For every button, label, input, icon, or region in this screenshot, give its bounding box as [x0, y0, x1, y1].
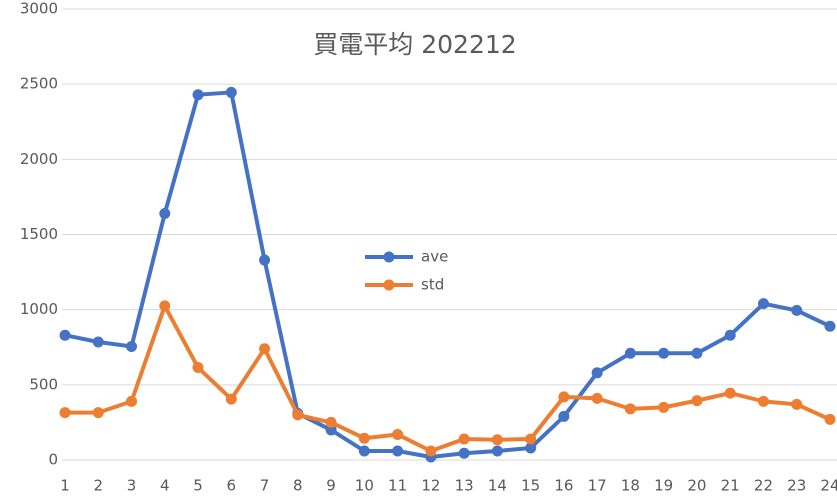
data-point [724, 387, 736, 399]
x-tick-label: 22 [754, 477, 773, 495]
data-point [724, 329, 736, 341]
data-point [358, 432, 370, 444]
x-tick-label: 23 [787, 477, 806, 495]
data-point [126, 395, 138, 407]
data-point [59, 407, 71, 419]
x-tick-label: 7 [260, 477, 270, 495]
x-tick-label: 9 [326, 477, 336, 495]
data-point [525, 442, 537, 454]
data-point [558, 391, 570, 403]
data-point [192, 89, 204, 101]
x-tick-label: 6 [227, 477, 237, 495]
x-tick-label: 10 [355, 477, 374, 495]
legend-marker [383, 279, 395, 291]
y-tick-label: 2500 [20, 75, 58, 93]
data-point [225, 393, 237, 405]
data-point [525, 433, 537, 445]
data-point [591, 392, 603, 404]
x-tick-label: 1 [60, 477, 70, 495]
x-tick-label: 17 [588, 477, 607, 495]
data-point [757, 298, 769, 310]
data-point [392, 428, 404, 440]
data-point [824, 320, 836, 332]
data-point [225, 86, 237, 98]
data-point [292, 409, 304, 421]
data-point [92, 407, 104, 419]
data-point [791, 398, 803, 410]
data-point [458, 447, 470, 459]
data-point [591, 367, 603, 379]
data-point [325, 416, 337, 428]
data-point [658, 401, 670, 413]
x-tick-label: 5 [193, 477, 203, 495]
y-tick-label: 500 [29, 375, 58, 393]
y-tick-label: 1000 [20, 300, 58, 318]
y-tick-label: 1500 [20, 225, 58, 243]
data-point [491, 434, 503, 446]
x-tick-label: 12 [421, 477, 440, 495]
x-tick-label: 13 [455, 477, 474, 495]
data-point [159, 300, 171, 312]
data-point [325, 424, 337, 436]
data-point [624, 403, 636, 415]
x-tick-label: 16 [554, 477, 573, 495]
data-point [159, 207, 171, 219]
x-tick-label: 11 [388, 477, 407, 495]
y-tick-label: 0 [48, 451, 58, 469]
x-tick-label: 15 [521, 477, 540, 495]
x-tick-label: 21 [721, 477, 740, 495]
data-point [658, 347, 670, 359]
legend-label: std [421, 276, 444, 294]
x-tick-label: 19 [654, 477, 673, 495]
y-tick-label: 2000 [20, 150, 58, 168]
data-point [259, 343, 271, 355]
data-point [491, 445, 503, 457]
legend-marker [383, 251, 395, 263]
data-point [92, 336, 104, 348]
legend-label: ave [421, 248, 448, 266]
chart-title: 買電平均 202212 [313, 30, 516, 59]
data-point [824, 413, 836, 425]
x-tick-label: 24 [820, 477, 837, 495]
data-point [126, 340, 138, 352]
data-point [624, 347, 636, 359]
data-point [691, 395, 703, 407]
data-point [558, 410, 570, 422]
data-point [192, 362, 204, 374]
data-point [259, 254, 271, 266]
y-tick-label: 3000 [20, 0, 58, 18]
data-point [358, 445, 370, 457]
data-point [691, 347, 703, 359]
series-line [64, 90, 831, 459]
x-tick-label: 14 [488, 477, 507, 495]
data-point [757, 395, 769, 407]
x-tick-label: 8 [293, 477, 303, 495]
x-tick-label: 3 [127, 477, 137, 495]
data-point [458, 433, 470, 445]
data-point [425, 445, 437, 457]
x-tick-label: 4 [160, 477, 170, 495]
x-tick-label: 2 [93, 477, 103, 495]
x-tick-label: 20 [687, 477, 706, 495]
x-tick-label: 18 [621, 477, 640, 495]
data-point [59, 329, 71, 341]
data-point [392, 445, 404, 457]
series-line [65, 303, 831, 453]
data-point [791, 304, 803, 316]
